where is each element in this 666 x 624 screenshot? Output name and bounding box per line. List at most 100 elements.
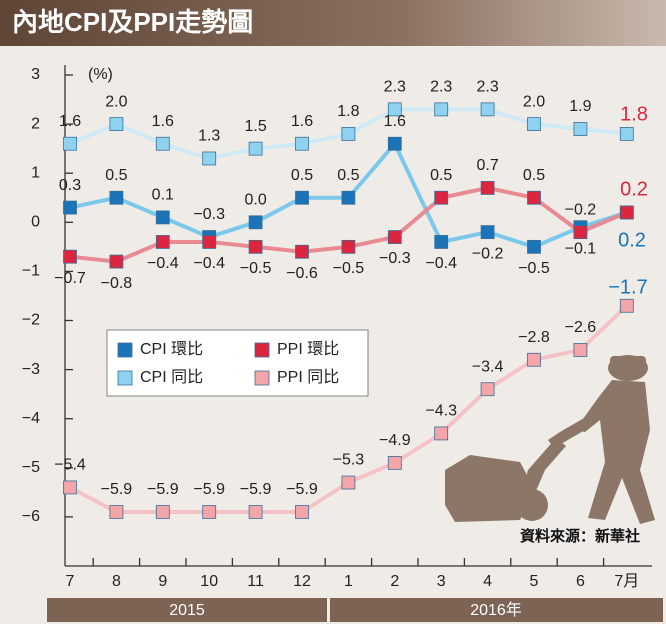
x-tick-label: 4 (483, 573, 492, 590)
value-label: 1.6 (291, 113, 313, 130)
marker (156, 235, 169, 248)
value-label: −0.1 (565, 240, 597, 257)
marker (620, 299, 633, 312)
value-label: −5.9 (101, 481, 133, 498)
value-label: 2.3 (476, 79, 498, 96)
value-label: −4.3 (425, 403, 457, 420)
value-label: −0.6 (286, 265, 318, 282)
value-label: 0.5 (291, 167, 313, 184)
value-label: −5.9 (147, 481, 179, 498)
value-label: 1.6 (384, 113, 406, 130)
value-label: 2.0 (105, 93, 127, 110)
marker (64, 481, 77, 494)
marker (249, 142, 262, 155)
marker (574, 123, 587, 136)
value-label: −4.9 (379, 432, 411, 449)
y-tick-label: −3 (22, 361, 40, 378)
value-label: 0.5 (337, 167, 359, 184)
marker (110, 191, 123, 204)
marker (388, 456, 401, 469)
marker (342, 127, 355, 140)
value-label: −5.9 (240, 481, 272, 498)
marker (249, 505, 262, 518)
y-tick-label: −5 (22, 459, 40, 476)
value-label: −0.2 (472, 245, 504, 262)
x-tick-label: 3 (437, 573, 446, 590)
legend-swatch (118, 343, 132, 357)
x-tick-label: 11 (247, 573, 264, 590)
year-label: 2016年 (470, 601, 522, 619)
x-tick-label: 1 (344, 573, 353, 590)
marker (249, 240, 262, 253)
marker (64, 250, 77, 263)
marker (203, 505, 216, 518)
y-tick-label: −2 (22, 312, 40, 329)
value-label: −5.9 (193, 481, 225, 498)
value-label: 0.1 (152, 187, 174, 204)
y-tick-label: 1 (31, 164, 40, 181)
value-label: 1.3 (198, 128, 220, 145)
value-label: 2.0 (523, 93, 545, 110)
value-label: 1.9 (569, 98, 591, 115)
value-label: −0.4 (193, 255, 225, 272)
marker (249, 216, 262, 229)
value-label: 1.6 (152, 113, 174, 130)
legend-swatch (118, 371, 132, 385)
value-label: 1.5 (244, 118, 266, 135)
value-label: 1.6 (59, 113, 81, 130)
marker (574, 226, 587, 239)
marker (110, 255, 123, 268)
value-label: −0.3 (193, 206, 225, 223)
x-tick-label: 10 (200, 573, 218, 590)
marker (156, 211, 169, 224)
y-tick-label: 3 (31, 66, 40, 83)
marker (296, 191, 309, 204)
value-label: −2.6 (565, 319, 597, 336)
marker (156, 137, 169, 150)
marker (435, 103, 448, 116)
marker (574, 343, 587, 356)
marker (435, 191, 448, 204)
value-label: 1.8 (337, 103, 359, 120)
marker (296, 505, 309, 518)
value-label: 0.3 (59, 177, 81, 194)
marker (620, 206, 633, 219)
value-label: −5.4 (54, 457, 86, 474)
year-label: 2015 (169, 602, 205, 619)
chart-title: 內地CPI及PPI走勢圖 (12, 7, 253, 37)
source: 資料來源：新華社 (520, 527, 640, 545)
x-tick-label: 6 (576, 573, 585, 590)
x-tick-label: 5 (530, 573, 539, 590)
x-tick-label: 2 (390, 573, 399, 590)
marker (388, 137, 401, 150)
y-unit: (%) (88, 66, 113, 83)
value-label: 2.3 (430, 79, 452, 96)
x-tick-label: 12 (293, 573, 311, 590)
marker (342, 240, 355, 253)
marker (481, 181, 494, 194)
marker (110, 505, 123, 518)
marker (435, 235, 448, 248)
value-label: −0.7 (54, 270, 86, 287)
legend-label: PPI 環比 (277, 340, 339, 358)
value-label: 0.7 (476, 157, 498, 174)
value-label: 1.8 (620, 103, 648, 125)
y-tick-label: 2 (31, 115, 40, 132)
value-label: −0.4 (147, 255, 179, 272)
x-tick-label: 9 (158, 573, 167, 590)
marker (110, 118, 123, 131)
y-tick-label: −6 (22, 508, 40, 525)
value-label: 2.3 (384, 79, 406, 96)
value-label: −0.5 (240, 260, 272, 277)
y-tick-label: 0 (31, 214, 40, 231)
marker (528, 118, 541, 131)
marker (342, 476, 355, 489)
value-label: 0.5 (105, 167, 127, 184)
marker (435, 427, 448, 440)
marker (481, 226, 494, 239)
value-label: −0.5 (518, 260, 550, 277)
marker (481, 383, 494, 396)
x-tick-label: 7月 (614, 573, 639, 590)
x-tick-label: 8 (112, 573, 121, 590)
marker (620, 127, 633, 140)
